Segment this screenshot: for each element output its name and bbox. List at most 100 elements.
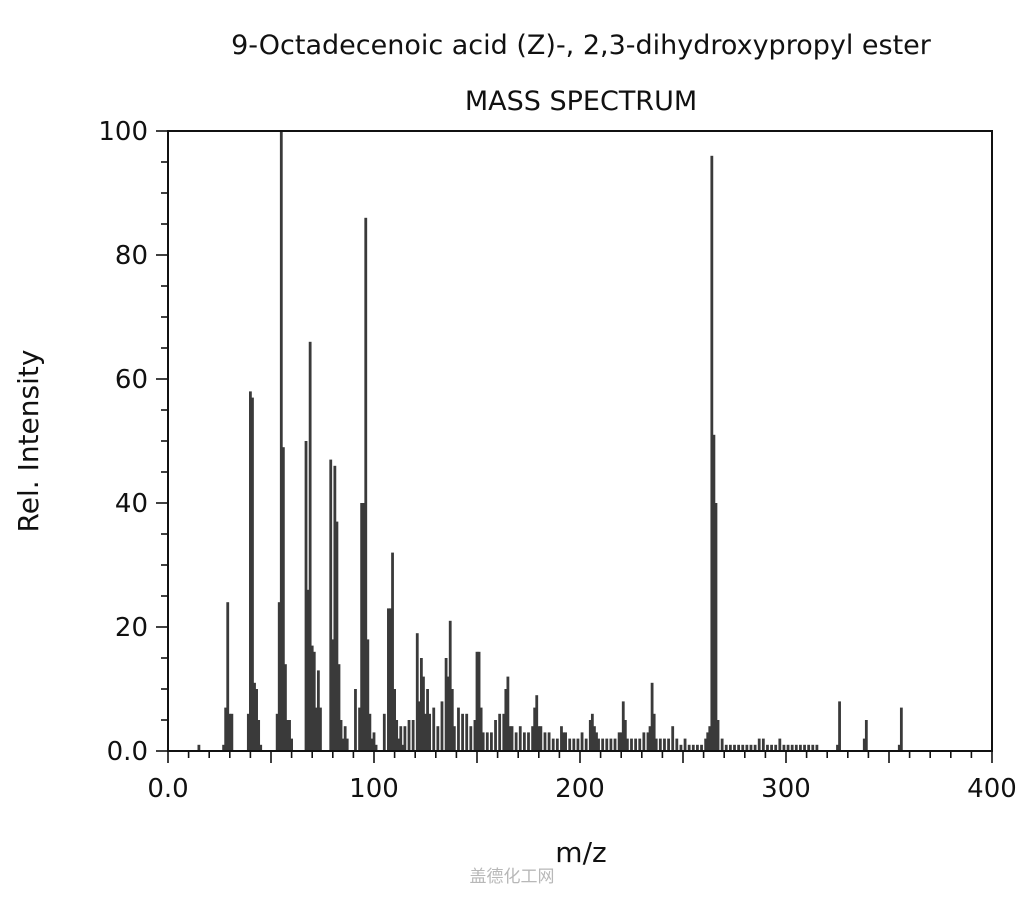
spectrum-bar xyxy=(222,744,226,751)
spectrum-bar xyxy=(786,744,790,751)
spectrum-bar xyxy=(259,744,263,751)
spectrum-bar xyxy=(584,738,588,751)
spectrum-bar xyxy=(696,744,699,751)
spectrum-bar xyxy=(815,744,819,751)
spectrum-bar xyxy=(448,620,452,751)
spectrum-bar xyxy=(341,738,345,751)
spectrum-bar xyxy=(374,744,378,751)
spectrum-bar xyxy=(426,689,429,751)
spectrum-bar xyxy=(333,465,337,751)
spectrum-bar xyxy=(648,726,652,751)
spectrum-bar xyxy=(450,689,454,751)
spectrum-bar xyxy=(308,341,312,751)
spectrum-bar xyxy=(329,459,333,751)
spectrum-bar xyxy=(741,744,745,751)
spectrum-bar xyxy=(733,744,736,751)
spectrum-bar xyxy=(728,744,732,751)
spectrum-bar xyxy=(498,713,502,751)
spectrum-bar xyxy=(226,602,230,751)
spectrum-bar xyxy=(428,713,432,751)
spectrum-bar xyxy=(838,701,841,751)
spectrum-bar xyxy=(397,738,401,751)
spectrum-bar xyxy=(638,738,642,751)
y-axis-label: Rel. Intensity xyxy=(12,350,45,533)
spectrum-bar xyxy=(444,658,448,751)
spectrum-bar xyxy=(465,713,469,751)
spectrum-bar xyxy=(766,744,769,751)
spectrum-bar xyxy=(597,738,600,751)
spectrum-bar xyxy=(745,744,749,751)
spectrum-bar xyxy=(343,726,347,751)
spectrum-bar xyxy=(619,732,623,751)
spectrum-bar xyxy=(590,713,594,751)
y-tick-label: 100 xyxy=(98,117,148,147)
spectrum-bar xyxy=(403,726,407,751)
spectrum-bar xyxy=(419,658,423,751)
spectrum-bar xyxy=(700,744,703,751)
spectrum-bar xyxy=(401,744,405,751)
spectrum-bar xyxy=(605,738,609,751)
spectrum-bar xyxy=(601,738,605,751)
spectrum-bar xyxy=(757,738,761,751)
spectrum-bar xyxy=(337,664,341,751)
spectrum-bar xyxy=(675,738,679,751)
spectrum-bar xyxy=(251,397,254,751)
spectrum-bar xyxy=(312,651,316,751)
spectrum-bar xyxy=(372,732,376,751)
spectrum-bar xyxy=(319,707,322,751)
spectrum-bar xyxy=(506,676,510,751)
spectrum-bar xyxy=(461,713,464,751)
spectrum-bar xyxy=(617,732,621,751)
spectrum-bar xyxy=(564,732,567,751)
spectrum-bar xyxy=(395,720,399,751)
spectrum-bar xyxy=(382,713,386,751)
spectrum-bar xyxy=(580,732,584,751)
spectrum-bar xyxy=(279,131,283,751)
spectrum-bar xyxy=(761,738,765,751)
spectrum-bar xyxy=(432,707,436,751)
spectrum-bar xyxy=(630,738,633,751)
spectrum-bar xyxy=(508,726,512,751)
spectrum-bar xyxy=(224,707,228,751)
spectrum-bar xyxy=(593,726,596,751)
spectrum-bar xyxy=(469,726,473,751)
spectrum-bar xyxy=(720,738,724,751)
spectrum-bar xyxy=(625,738,629,751)
spectrum-bar xyxy=(306,589,310,751)
spectrum-bar xyxy=(281,447,285,751)
spectrum-bar xyxy=(710,155,714,752)
watermark-text: 盖德化工网 xyxy=(469,867,555,887)
spectrum-bar xyxy=(609,738,613,751)
spectrum-bar xyxy=(778,738,782,751)
spectrum-bar xyxy=(502,713,506,751)
spectrum-bar xyxy=(284,664,287,751)
spectrum-bar xyxy=(539,726,543,751)
spectrum-bar xyxy=(407,720,411,751)
spectrum-bar xyxy=(724,744,728,751)
spectrum-bar xyxy=(708,726,712,751)
spectrum-bar xyxy=(457,707,460,751)
spectrum-bar xyxy=(345,738,349,751)
spectrum-bar xyxy=(547,732,551,751)
spectrum-bar xyxy=(899,707,903,751)
spectrum-bar xyxy=(316,670,320,751)
spectrum-bar xyxy=(623,720,627,751)
spectrum-bar xyxy=(304,441,308,751)
spectrum-bar xyxy=(370,738,374,751)
spectrum-bar xyxy=(360,503,364,751)
spectrum-bar xyxy=(510,726,514,751)
spectrum-bar xyxy=(533,707,537,751)
spectrum-bar xyxy=(671,726,675,751)
spectrum-bar xyxy=(782,744,786,751)
spectrum-bar xyxy=(663,738,666,751)
spectrum-bar xyxy=(683,738,687,751)
spectrum-bar xyxy=(440,701,444,751)
spectrum-bar xyxy=(514,732,518,751)
chart-title: 9-Octadecenoic acid (Z)-, 2,3-dihydroxyp… xyxy=(231,30,932,61)
spectrum-bar xyxy=(362,503,366,751)
spectrum-bar xyxy=(387,608,390,751)
spectrum-bar xyxy=(518,726,522,751)
spectrum-bar xyxy=(494,720,497,751)
spectrum-bar xyxy=(197,744,201,751)
